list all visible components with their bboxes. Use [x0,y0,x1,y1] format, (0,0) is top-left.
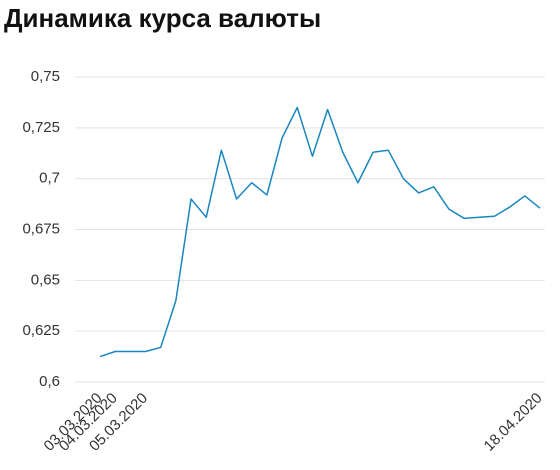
y-tick-label: 0,625 [22,322,60,339]
x-tick-label: 18.04.2020 [481,390,546,455]
y-tick-label: 0,75 [31,68,60,85]
y-tick-label: 0,725 [22,119,60,136]
y-tick-label: 0,6 [39,373,60,390]
y-tick-label: 0,675 [22,220,60,237]
line-series [99,106,541,358]
chart-title: Динамика курса валюты [4,3,321,33]
y-tick-label: 0,7 [39,170,60,187]
y-tick-label: 0,65 [31,271,60,288]
